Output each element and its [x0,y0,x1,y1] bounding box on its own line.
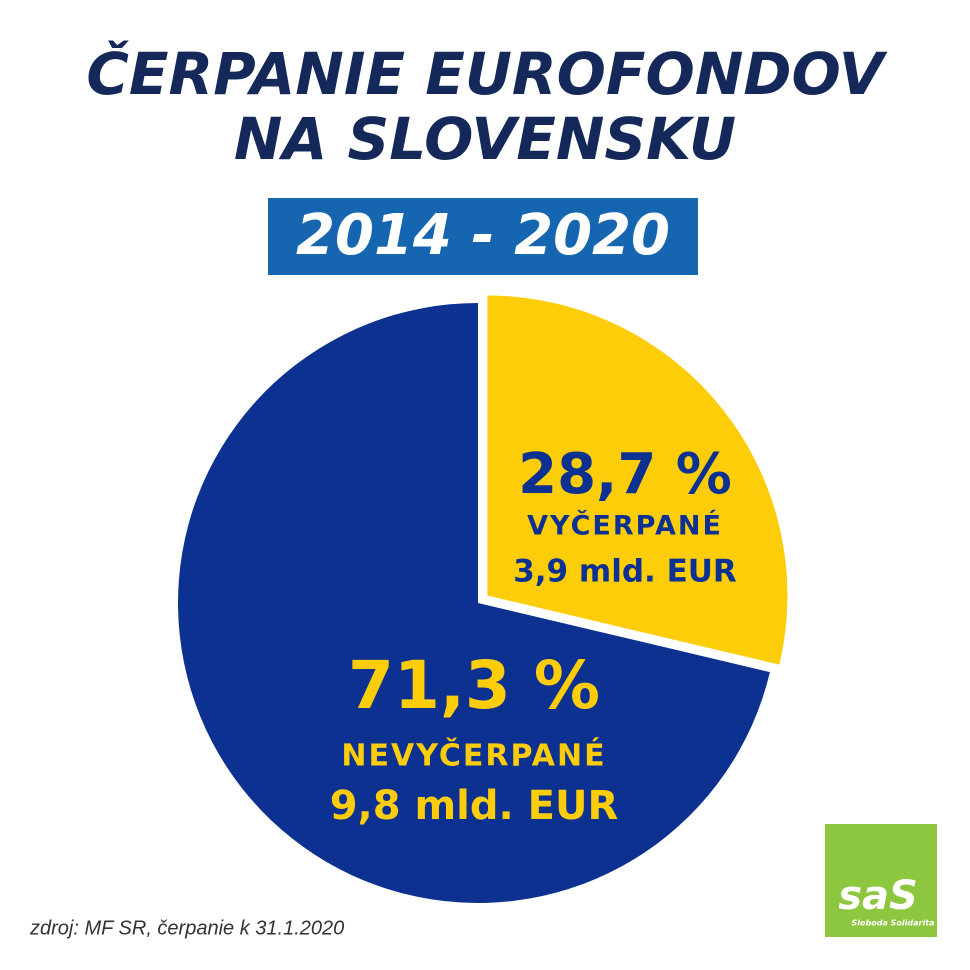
subtitle-box [268,198,698,275]
pie-slice [487,295,788,665]
chart-subtitle: 2014 - 2020 [296,203,670,268]
source-note: zdroj: MF SR, čerpanie k 31.1.2020 [29,917,344,939]
pie-slice [178,303,770,903]
logo-text: saS [838,873,918,919]
logo-caption: Sloboda Solidarita [852,919,935,928]
slice-label: NEVYČERPANÉ [341,737,606,774]
slice-label: VYČERPANÉ [527,510,723,542]
chart-title: ČERPANIE EUROFONDOV [86,39,887,108]
value-label: 28,7 % [518,442,732,507]
logo-box [825,824,937,937]
chart-title: NA SLOVENSKU [234,105,736,173]
value-label: 71,3 % [348,647,600,724]
slice-detail: 9,8 mld. EUR [330,783,619,829]
slice-detail: 3,9 mld. EUR [513,554,737,590]
pie [178,295,788,903]
